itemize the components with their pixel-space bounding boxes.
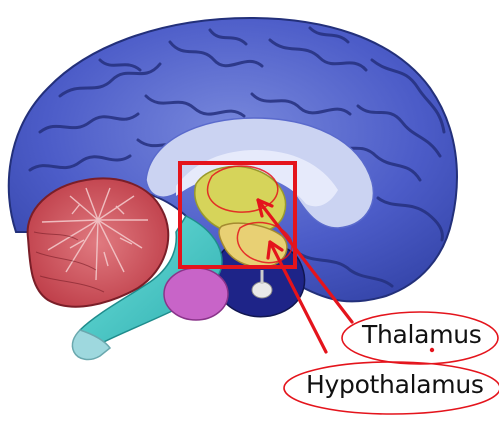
highlight-box	[178, 161, 297, 269]
thalamus-label-ellipse	[341, 311, 499, 365]
hypothalamus-label-ellipse	[283, 361, 499, 415]
thalamus-arrow	[256, 198, 354, 324]
pons	[163, 267, 229, 321]
hypothalamus-label: Hypothalamus	[306, 370, 484, 399]
pituitary-gland	[251, 281, 273, 299]
annotation-dot	[429, 347, 435, 353]
cerebellum	[26, 177, 170, 308]
hypothalamus-circle-mark	[236, 221, 293, 264]
spinal-cord	[71, 329, 112, 361]
thalamus-label: Thalamus	[362, 320, 482, 349]
hypothalamus-arrow	[266, 240, 328, 354]
